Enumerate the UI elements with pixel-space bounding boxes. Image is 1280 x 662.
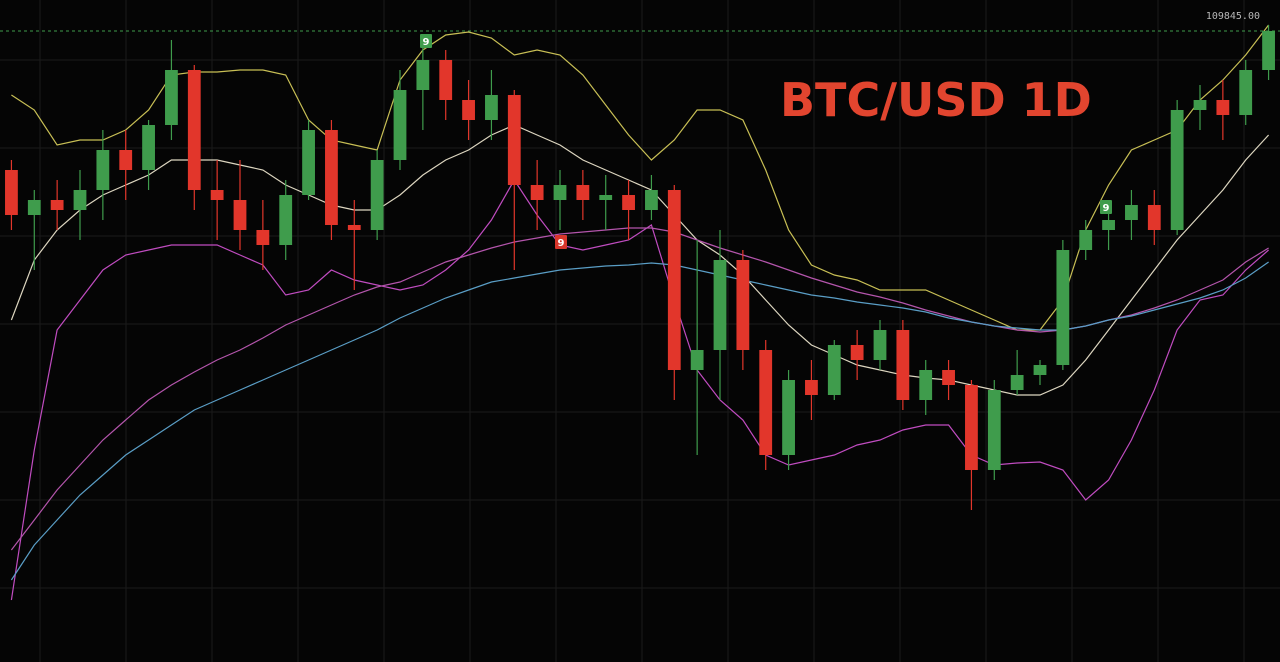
signal-marker — [555, 235, 567, 249]
candle-body — [553, 185, 567, 200]
candle-body — [645, 190, 658, 210]
candle-body — [1193, 100, 1207, 110]
signal-marker-label: 9 — [558, 238, 565, 249]
indicator-line — [10, 261, 1269, 581]
candle-body — [233, 200, 247, 230]
candle-body — [530, 185, 544, 200]
candle-body — [27, 200, 41, 215]
candle-body — [1102, 220, 1115, 230]
candle-body — [805, 380, 818, 395]
candle-body — [782, 380, 795, 455]
chart-title: BTC/USD 1D — [780, 73, 1092, 127]
candle-body — [599, 195, 613, 200]
indicator-line — [10, 178, 1269, 601]
signal-marker-label: 9 — [423, 37, 430, 48]
candle-body — [1010, 375, 1024, 390]
candle-body — [1147, 205, 1161, 230]
candle-body — [1125, 205, 1138, 220]
candle-body — [942, 370, 955, 385]
candle-body — [393, 90, 407, 160]
signal-marker — [1100, 200, 1112, 214]
candle-body — [896, 330, 910, 400]
indicator-line — [10, 124, 1270, 396]
candle-body — [827, 345, 841, 395]
candle-body — [370, 160, 384, 230]
candle-body — [73, 190, 87, 210]
candle-body — [965, 385, 978, 470]
candle-body — [1239, 70, 1253, 115]
candle-body — [1216, 100, 1230, 115]
candle-body — [667, 190, 681, 370]
candle-body — [279, 195, 293, 245]
candle-body — [1033, 365, 1047, 375]
candle-body — [165, 70, 178, 125]
overlay: 109845.00 9 9 9 — [0, 11, 1280, 249]
candle-body — [987, 390, 1001, 470]
candle-body — [576, 185, 590, 200]
candle-body — [256, 230, 270, 245]
candle-body — [462, 100, 475, 120]
candle-body — [736, 260, 750, 350]
candle-body — [919, 370, 933, 400]
candle-body — [1079, 230, 1093, 250]
indicator-line — [10, 227, 1269, 551]
candle-body — [210, 190, 224, 200]
candle-body — [1056, 250, 1070, 365]
candle-body — [119, 150, 133, 170]
candle-body — [485, 95, 498, 120]
candle-body — [690, 350, 704, 370]
last-price-label: 109845.00 — [1206, 11, 1260, 22]
candle-body — [439, 60, 453, 100]
candle-body — [325, 130, 338, 225]
candle-body — [622, 195, 635, 210]
candle-body — [850, 345, 864, 360]
candle-body — [142, 125, 155, 170]
candle-body — [1262, 31, 1275, 70]
candle-body — [759, 350, 773, 455]
candle-body — [873, 330, 887, 360]
candle-body — [50, 200, 64, 210]
candle-body — [347, 225, 361, 230]
candle-body — [416, 60, 430, 90]
candle-body — [713, 260, 727, 350]
signal-marker-label: 9 — [1103, 203, 1110, 214]
candle-body — [507, 95, 521, 185]
candle-body — [187, 70, 201, 190]
candle-body — [1170, 110, 1184, 230]
candle-body — [302, 130, 315, 195]
candle-body — [96, 150, 110, 190]
candle-body — [5, 170, 18, 215]
signal-marker — [420, 34, 432, 48]
